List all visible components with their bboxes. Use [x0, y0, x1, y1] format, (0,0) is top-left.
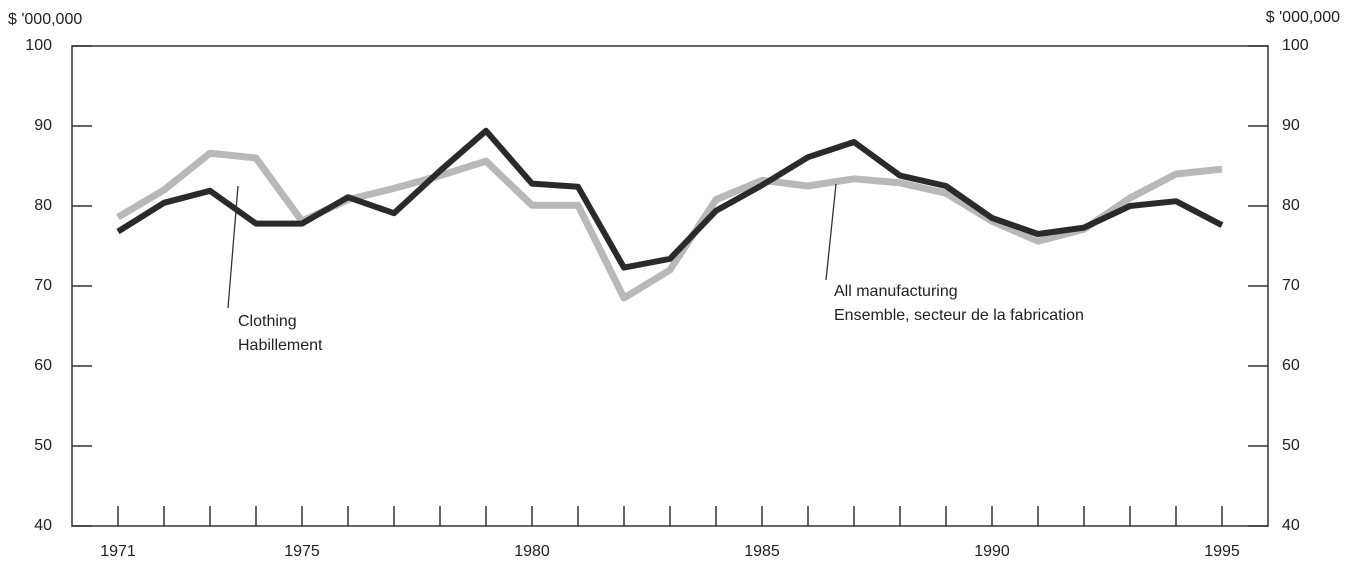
annotation-leader: [825, 183, 837, 281]
annotation-text: Habillement: [238, 337, 323, 354]
y2-tick-label: 50: [1282, 437, 1300, 454]
y-tick-label: 90: [34, 117, 52, 134]
y-tick-label: 70: [34, 277, 52, 294]
y2-tick-label: 100: [1282, 37, 1309, 54]
y-tick-label: 100: [25, 37, 52, 54]
x-tick-label: 1980: [514, 543, 550, 560]
annotation-text: Ensemble, secteur de la fabrication: [834, 307, 1084, 324]
y2-tick-label: 60: [1282, 357, 1300, 374]
annotation-text: All manufacturing: [834, 283, 958, 300]
y-tick-label: 80: [34, 197, 52, 214]
annotation-leader: [227, 185, 239, 309]
plot-frame: [71, 45, 1269, 527]
x-tick-label: 1995: [1204, 543, 1240, 560]
series-line: [116, 127, 1224, 271]
y-tick-label: 50: [34, 437, 52, 454]
y-axis-label: $ '000,000: [8, 11, 82, 28]
x-tick-label: 1971: [100, 543, 136, 560]
x-tick-label: 1985: [744, 543, 780, 560]
y2-tick-label: 70: [1282, 277, 1300, 294]
y2-tick-label: 90: [1282, 117, 1300, 134]
x-tick-label: 1975: [284, 543, 320, 560]
annotation-text: Clothing: [238, 313, 297, 330]
y2-axis-label: $ '000,000: [1266, 9, 1340, 26]
y2-tick-label: 40: [1282, 517, 1300, 534]
y2-tick-label: 80: [1282, 197, 1300, 214]
x-tick-label: 1990: [974, 543, 1010, 560]
y-tick-label: 40: [34, 517, 52, 534]
y-tick-label: 60: [34, 357, 52, 374]
